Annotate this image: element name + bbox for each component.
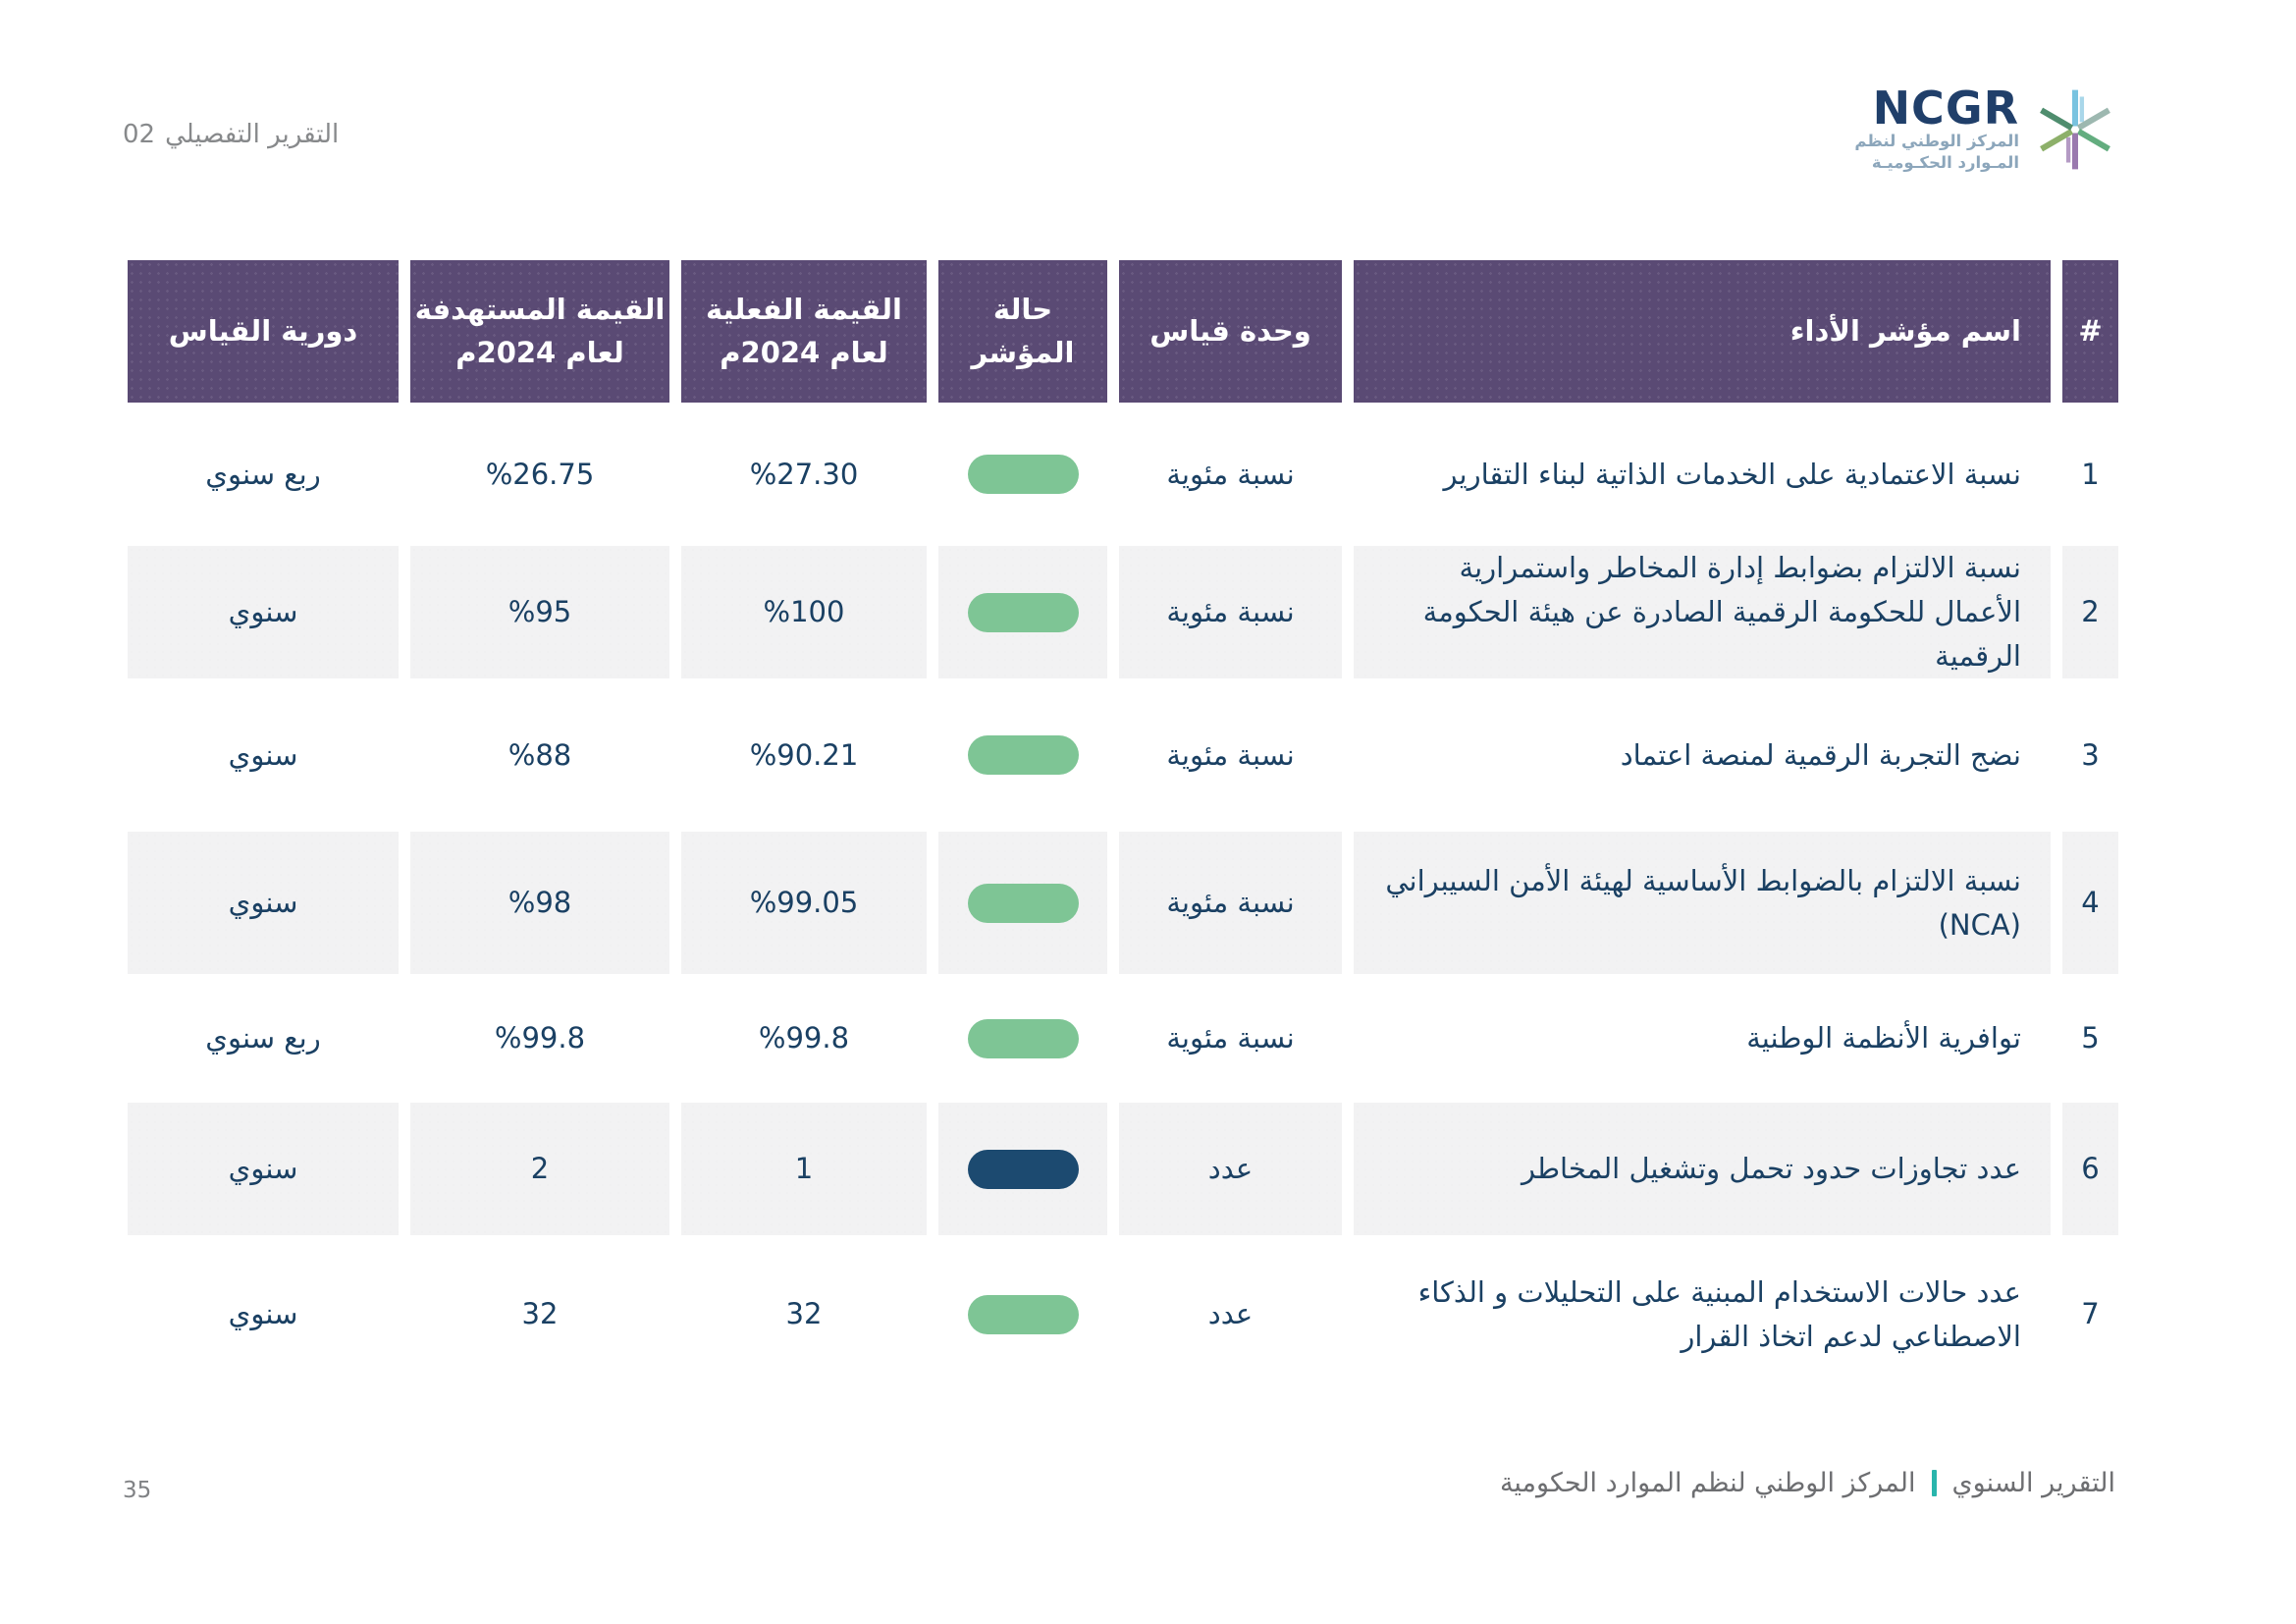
- header-actual-value: القيمة الفعلية لعام 2024م: [681, 260, 927, 403]
- section-number: 02: [123, 120, 156, 149]
- indicator-name: نضج التجربة الرقمية لمنصة اعتماد: [1620, 737, 2021, 772]
- header-number: #: [2062, 260, 2118, 403]
- indicator-name: نسبة الاعتمادية على الخدمات الذاتية لبنا…: [1443, 457, 2022, 491]
- ncgr-logo: NCGR المركز الوطني لنظم المـوارد الحكـوم…: [1854, 81, 2117, 179]
- unit-of-measure: عدد: [1207, 1297, 1254, 1331]
- indicator-status-cell: [938, 1238, 1107, 1390]
- ncgr-star-icon: [2040, 89, 2110, 170]
- actual-value: %90.21: [749, 737, 859, 772]
- header-status: حالة المؤشر: [938, 260, 1107, 403]
- table-row: 5 توافرية الأنظمة الوطنية نسبة مئوية %99…: [128, 977, 2118, 1100]
- table-row: 3 نضج التجربة الرقمية لمنصة اعتماد نسبة …: [128, 681, 2118, 829]
- actual-value: %27.30: [749, 457, 859, 491]
- row-number: 3: [2081, 737, 2100, 772]
- status-pill: [967, 1294, 1079, 1334]
- status-pill: [967, 455, 1079, 494]
- indicator-name: نسبة الالتزام بالضوابط الأساسية لهيئة ال…: [1354, 832, 2051, 974]
- unit-of-measure: نسبة مئوية: [1166, 737, 1295, 772]
- logo-arabic-line2: المـوارد الحكـوميـة: [1871, 153, 2019, 172]
- indicator-status-cell: [938, 546, 1107, 678]
- footer-org-label: المركز الوطني لنظم الموارد الحكومية: [1499, 1468, 1916, 1498]
- indicator-status-cell: [938, 681, 1107, 829]
- row-number: 4: [2062, 832, 2118, 974]
- indicator-name: توافرية الأنظمة الوطنية: [1746, 1021, 2021, 1056]
- table-header-row: # اسم مؤشر الأداء وحدة قياس حالة المؤشر …: [128, 260, 2118, 403]
- table-row: 6 عدد تجاوزات حدود تحمل وتشغيل المخاطر ع…: [128, 1103, 2118, 1235]
- table-row: 1 نسبة الاعتمادية على الخدمات الذاتية لب…: [128, 406, 2118, 543]
- status-pill: [967, 883, 1079, 923]
- status-pill: [967, 592, 1079, 632]
- logo-arabic-line1: المركز الوطني لنظم: [1854, 131, 2019, 150]
- unit-of-measure: نسبة مئوية: [1166, 457, 1295, 491]
- page-number: 35: [123, 1478, 152, 1503]
- target-value: %99.8: [494, 1021, 586, 1056]
- measurement-frequency: سنوي: [128, 1103, 399, 1235]
- target-value: %98: [410, 832, 669, 974]
- logo-text: NCGR المركز الوطني لنظم المـوارد الحكـوم…: [1854, 85, 2019, 175]
- actual-value: %99.8: [758, 1021, 850, 1056]
- indicator-status-cell: [938, 832, 1107, 974]
- target-value: %26.75: [485, 457, 595, 491]
- indicator-name: عدد تجاوزات حدود تحمل وتشغيل المخاطر: [1354, 1103, 2051, 1235]
- row-number: 2: [2062, 546, 2118, 678]
- row-number: 7: [2081, 1297, 2100, 1331]
- logo-acronym: NCGR: [1872, 81, 2019, 135]
- indicator-status-cell: [938, 1103, 1107, 1235]
- indicator-name: عدد حالات الاستخدام المبنية على التحليلا…: [1417, 1274, 2021, 1353]
- actual-value: %100: [681, 546, 927, 678]
- indicator-status-cell: [938, 977, 1107, 1100]
- row-number: 6: [2062, 1103, 2118, 1235]
- indicator-status-cell: [938, 406, 1107, 543]
- status-pill: [967, 735, 1079, 775]
- actual-value: 1: [681, 1103, 927, 1235]
- kpi-table: # اسم مؤشر الأداء وحدة قياس حالة المؤشر …: [128, 260, 2118, 1390]
- header-unit: وحدة قياس: [1119, 260, 1342, 403]
- unit-of-measure: عدد: [1119, 1103, 1342, 1235]
- header-indicator-name: اسم مؤشر الأداء: [1354, 260, 2051, 403]
- measurement-frequency: سنوي: [228, 737, 298, 772]
- status-pill: [967, 1018, 1079, 1058]
- table-row: 4 نسبة الالتزام بالضوابط الأساسية لهيئة …: [128, 832, 2118, 974]
- target-value: %95: [410, 546, 669, 678]
- footer-separator: [1931, 1470, 1937, 1496]
- target-value: 32: [521, 1297, 559, 1331]
- table-row: 2 نسبة الالتزام بضوابط إدارة المخاطر واس…: [128, 546, 2118, 678]
- unit-of-measure: نسبة مئوية: [1119, 546, 1342, 678]
- table-row: 7 عدد حالات الاستخدام المبنية على التحلي…: [128, 1238, 2118, 1390]
- measurement-frequency: سنوي: [128, 832, 399, 974]
- measurement-frequency: ربع سنوي: [205, 1021, 321, 1056]
- status-pill: [967, 1149, 1079, 1189]
- row-number: 5: [2081, 1021, 2100, 1056]
- footer: التقرير السنوي المركز الوطني لنظم الموار…: [1500, 1468, 2115, 1498]
- header-target-value: القيمة المستهدفة لعام 2024م: [410, 260, 669, 403]
- indicator-name: نسبة الالتزام بضوابط إدارة المخاطر واستم…: [1354, 546, 2051, 678]
- measurement-frequency: ربع سنوي: [205, 457, 321, 491]
- target-value: 2: [410, 1103, 669, 1235]
- unit-of-measure: نسبة مئوية: [1166, 1021, 1295, 1056]
- target-value: %88: [507, 737, 572, 772]
- actual-value: 32: [785, 1297, 823, 1331]
- measurement-frequency: سنوي: [228, 1297, 298, 1331]
- row-number: 1: [2081, 457, 2100, 491]
- footer-report-label: التقرير السنوي: [1951, 1468, 2115, 1498]
- measurement-frequency: سنوي: [128, 546, 399, 678]
- header-frequency: دورية القياس: [128, 260, 399, 403]
- unit-of-measure: نسبة مئوية: [1119, 832, 1342, 974]
- section-label: 02 التقرير التفصيلي: [123, 120, 339, 149]
- table-body: 1 نسبة الاعتمادية على الخدمات الذاتية لب…: [128, 406, 2118, 1390]
- actual-value: %99.05: [681, 832, 927, 974]
- section-title: التقرير التفصيلي: [165, 120, 340, 149]
